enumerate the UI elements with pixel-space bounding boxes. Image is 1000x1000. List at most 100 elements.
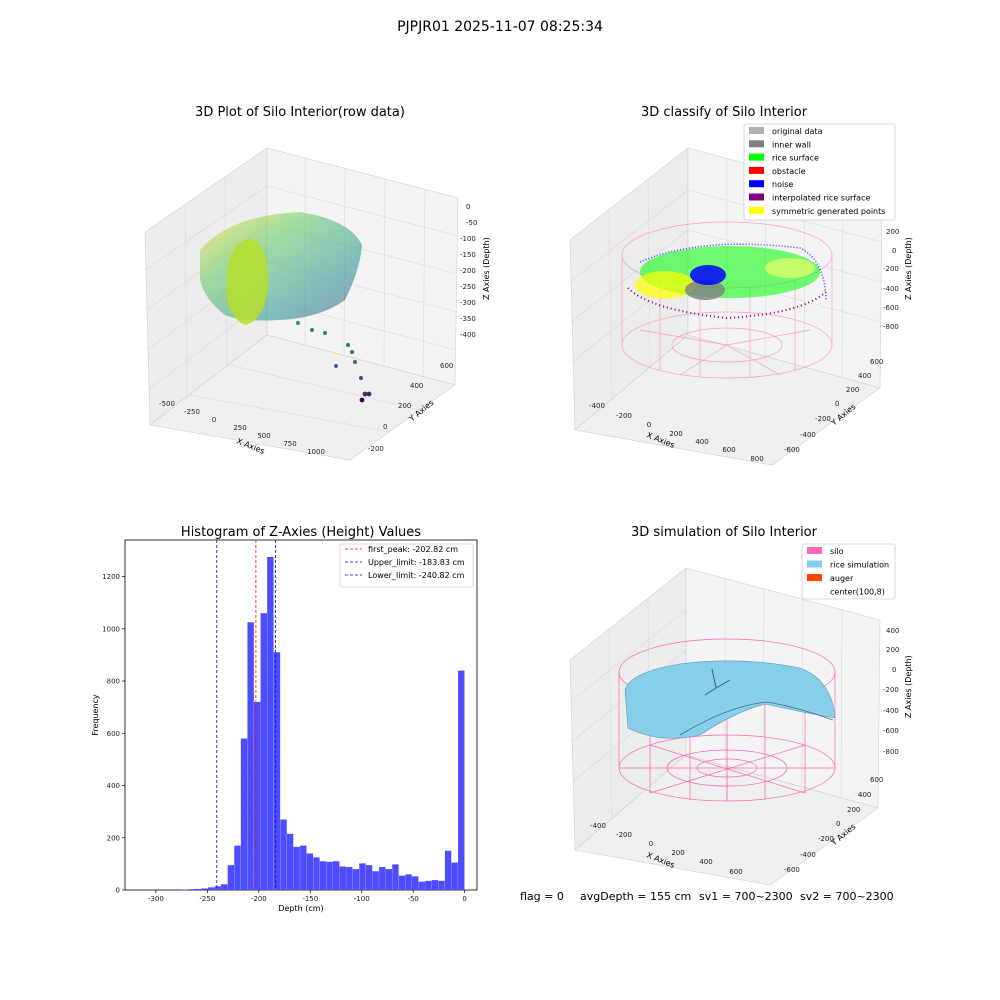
- footer-sv1: sv1 = 700~2300: [699, 890, 793, 903]
- x-tick-label: 0: [462, 895, 466, 903]
- raw-z-ticks: 0 -50 -100 -150 -200 -250 -300 -350 -400: [460, 203, 477, 339]
- y-tick-label: 400: [858, 372, 871, 380]
- legend-color-swatch: [807, 574, 822, 581]
- x-tick-label: -300: [148, 895, 164, 903]
- y-tick-label: 400: [107, 782, 120, 790]
- z-tick-label: -300: [460, 299, 476, 307]
- histogram-bar: [254, 701, 261, 890]
- y-tick-label: 600: [107, 730, 120, 738]
- histogram-bar: [293, 846, 300, 890]
- simulation-z-axis-label: Z Axies (Depth): [904, 655, 913, 718]
- legend-color-swatch: [749, 180, 764, 188]
- legend-label: center(100,8): [830, 588, 885, 597]
- y-tick-label: -600: [784, 446, 800, 454]
- footer-avg-depth: avgDepth = 155 cm: [580, 890, 691, 903]
- histogram-bar: [300, 845, 307, 890]
- histogram-bar: [273, 652, 281, 890]
- panel-raw-title: 3D Plot of Silo Interior(row data): [195, 105, 405, 120]
- simulation-auger: [704, 668, 731, 696]
- raw-outlier-point: [366, 391, 372, 397]
- raw-outlier-point: [346, 343, 350, 347]
- y-tick-label: 400: [410, 382, 423, 390]
- legend-label: noise: [772, 180, 793, 189]
- classify-interpolated-surface: [627, 287, 827, 320]
- x-tick-label: -400: [590, 822, 606, 830]
- legend-label: symmetric generated points: [772, 207, 885, 216]
- histogram-bar: [444, 850, 452, 890]
- z-tick-label: 0: [466, 203, 470, 211]
- y-tick-label: -600: [784, 866, 800, 874]
- y-tick-label: 200: [398, 402, 411, 410]
- classify-noise-points: [690, 265, 726, 285]
- y-tick-label: 400: [858, 791, 871, 799]
- histogram-bar: [319, 861, 327, 890]
- histogram-bar: [306, 853, 314, 890]
- z-tick-label: -600: [883, 304, 899, 312]
- raw-outlier-points: [296, 321, 372, 403]
- y-tick-label: 600: [870, 776, 883, 784]
- y-tick-label: 0: [383, 423, 387, 431]
- x-tick-label: -400: [589, 402, 605, 410]
- histogram-bar: [188, 889, 195, 890]
- histogram-bar: [286, 833, 294, 890]
- raw-x-ticks: -500 -250 0 250 500 750 1000: [159, 400, 325, 456]
- histogram-bar: [280, 819, 287, 890]
- simulation-x-ticks: -400 -200 0 200 400 600: [590, 822, 743, 876]
- histogram-bar: [431, 880, 439, 890]
- x-tick-label: -150: [302, 895, 318, 903]
- x-tick-label: -500: [159, 400, 175, 408]
- histogram-y-axis-label: Frequency: [91, 694, 100, 736]
- legend-color-swatch: [749, 206, 764, 214]
- legend-label: obstacle: [772, 167, 806, 176]
- simulation-z-ticks: 400 200 0 -200 -400 -600 -800: [883, 627, 899, 756]
- legend-label: original data: [772, 127, 823, 136]
- x-tick-label: 600: [722, 446, 735, 454]
- histogram-bar: [313, 857, 320, 890]
- histogram-bar: [339, 866, 346, 890]
- histogram-bar: [201, 888, 208, 890]
- z-tick-label: -200: [883, 265, 899, 273]
- y-tick-label: -200: [818, 835, 834, 843]
- legend-color-swatch: [807, 560, 822, 568]
- y-tick-label: 600: [870, 358, 883, 366]
- raw-y-ticks: -200 0 200 400 600: [368, 362, 453, 453]
- raw-z-axis-label: Z Axies (Depth): [482, 237, 491, 300]
- y-tick-label: 800: [107, 678, 120, 686]
- classify-legend: original data inner wall rice surface obsta…: [743, 123, 896, 221]
- histogram-title: Histogram of Z-Axies (Height) Values: [181, 525, 421, 540]
- histogram-bar: [326, 861, 333, 890]
- histogram-bar: [221, 884, 228, 890]
- footer-status: flag = 0 avgDepth = 155 cm sv1 = 700~230…: [520, 890, 894, 903]
- legend-label: silo: [830, 547, 844, 556]
- z-tick-label: -250: [460, 283, 476, 291]
- histogram-bar: [194, 888, 202, 890]
- histogram-bar: [385, 869, 393, 890]
- legend-label: auger: [830, 574, 854, 583]
- histogram-y-ticks: 0 200 400 600 800 1000 1200: [102, 573, 125, 895]
- histogram-bar: [346, 867, 353, 890]
- histogram-bar: [247, 622, 254, 890]
- raw-outlier-point: [296, 321, 300, 325]
- legend-box: [801, 543, 896, 600]
- legend-box: [743, 123, 896, 221]
- raw-peak-cloud: [226, 239, 269, 325]
- panel-histogram: Histogram of Z-Axies (Height) Values -30…: [91, 525, 478, 913]
- y-tick-label: 0: [836, 820, 840, 828]
- legend-label: inner wall: [772, 140, 811, 149]
- x-tick-label: 250: [233, 424, 246, 432]
- x-tick-label: 400: [699, 858, 712, 866]
- simulation-rice-surface: [624, 660, 836, 739]
- legend-color-swatch: [749, 127, 764, 134]
- x-tick-label: -200: [616, 831, 632, 839]
- x-tick-label: 1000: [307, 448, 325, 456]
- y-tick-label: 1200: [102, 573, 120, 581]
- y-tick-label: 0: [116, 887, 120, 895]
- panel-classify-title: 3D classify of Silo Interior: [641, 105, 808, 120]
- histogram-bar: [392, 864, 399, 890]
- classify-inner-wall-points: [685, 280, 725, 300]
- panel-simulation-3d: 3D simulation of Silo Interior: [569, 525, 913, 886]
- y-tick-label: 0: [835, 400, 839, 408]
- histogram-bar: [398, 875, 406, 890]
- classify-y-ticks: -600 -400 -200 0 200 400 600: [784, 358, 883, 454]
- x-tick-label: -200: [251, 895, 267, 903]
